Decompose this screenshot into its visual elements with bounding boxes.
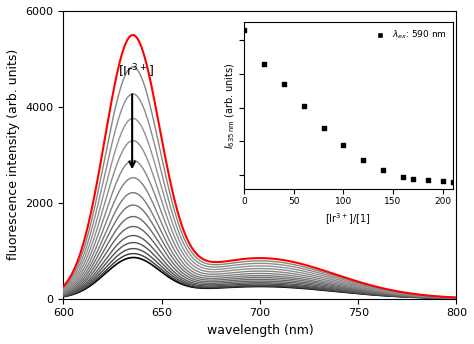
- Text: [Ir$^{3+}$]: [Ir$^{3+}$]: [118, 63, 155, 80]
- X-axis label: wavelength (nm): wavelength (nm): [207, 324, 313, 337]
- Y-axis label: fluorescence intensity (arb. units): fluorescence intensity (arb. units): [7, 49, 20, 260]
